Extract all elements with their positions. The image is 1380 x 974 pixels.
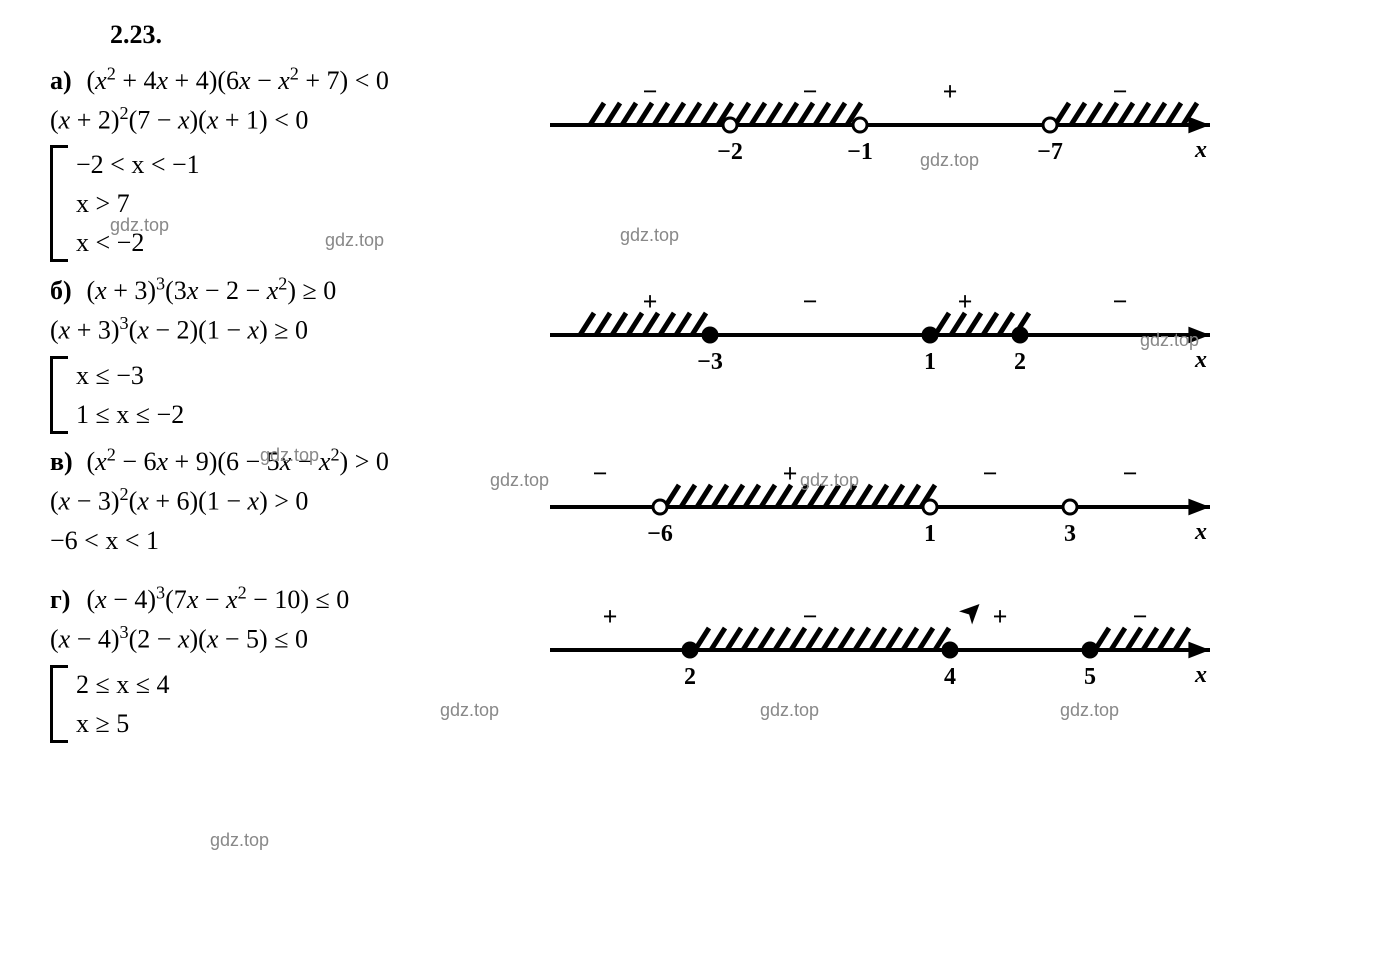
problem-g-diagram: + − + − 2 4 5 x ➤ bbox=[530, 580, 1330, 710]
svg-text:+: + bbox=[643, 287, 658, 316]
svg-text:+: + bbox=[958, 287, 973, 316]
sol-g1: 2 ≤ x ≤ 4 bbox=[76, 665, 170, 704]
watermark: gdz.top bbox=[325, 230, 384, 251]
watermark: gdz.top bbox=[1140, 330, 1199, 351]
svg-text:+: + bbox=[783, 459, 798, 488]
problem-a: а) (x2 + 4x + 4)(6x − x2 + 7) < 0 (x + 2… bbox=[50, 60, 1330, 262]
bracket-icon bbox=[50, 145, 68, 262]
watermark: gdz.top bbox=[490, 470, 549, 491]
problem-b-diagram: + − + − −3 1 2 x bbox=[530, 270, 1330, 400]
svg-text:−2: −2 bbox=[717, 139, 743, 165]
problem-a-solutions: −2 < x < −1 x > 7 x < −2 bbox=[50, 145, 530, 262]
svg-text:−: − bbox=[983, 459, 998, 488]
watermark: gdz.top bbox=[260, 445, 319, 466]
svg-text:−: − bbox=[803, 602, 818, 631]
label-a: а) bbox=[50, 61, 80, 100]
sol-g2: x ≥ 5 bbox=[76, 704, 170, 743]
svg-text:−3: −3 bbox=[697, 349, 723, 375]
svg-text:−6: −6 bbox=[647, 521, 673, 547]
problem-b-math: б) (x + 3)3(3x − 2 − x2) ≥ 0 (x + 3)3(x … bbox=[50, 270, 530, 433]
label-b: б) bbox=[50, 271, 80, 310]
svg-text:2: 2 bbox=[1014, 349, 1026, 375]
problem-a-line2: (x + 2)2(7 − x)(x + 1) < 0 bbox=[50, 100, 530, 140]
watermark: gdz.top bbox=[620, 225, 679, 246]
svg-text:5: 5 bbox=[1084, 664, 1096, 690]
bracket-icon bbox=[50, 665, 68, 743]
svg-text:x: x bbox=[1194, 519, 1207, 545]
problem-b-solutions: x ≤ −3 1 ≤ x ≤ −2 bbox=[50, 356, 530, 434]
svg-text:−: − bbox=[1113, 77, 1128, 106]
svg-text:x: x bbox=[1194, 137, 1207, 163]
svg-text:−: − bbox=[593, 459, 608, 488]
watermark: gdz.top bbox=[760, 700, 819, 721]
sol-v1: −6 < x < 1 bbox=[50, 521, 530, 560]
svg-text:+: + bbox=[943, 77, 958, 106]
problem-g-line2: (x − 4)3(2 − x)(x − 5) ≤ 0 bbox=[50, 619, 530, 659]
problem-b: б) (x + 3)3(3x − 2 − x2) ≥ 0 (x + 3)3(x … bbox=[50, 270, 1330, 433]
problem-v-diagram: − + − − −6 1 3 x bbox=[530, 442, 1330, 572]
watermark: gdz.top bbox=[1060, 700, 1119, 721]
exercise-number: 2.23. bbox=[110, 20, 1330, 50]
svg-text:3: 3 bbox=[1064, 521, 1076, 547]
svg-text:−: − bbox=[1113, 287, 1128, 316]
svg-text:1: 1 bbox=[924, 521, 936, 547]
problem-v: в) (x2 − 6x + 9)(6 − 5x − x2) > 0 (x − 3… bbox=[50, 442, 1330, 572]
bracket-icon bbox=[50, 356, 68, 434]
svg-text:−7: −7 bbox=[1037, 139, 1063, 165]
watermark: gdz.top bbox=[800, 470, 859, 491]
problem-g: г) (x − 4)3(7x − x2 − 10) ≤ 0 (x − 4)3(2… bbox=[50, 580, 1330, 743]
label-g: г) bbox=[50, 580, 80, 619]
svg-text:−: − bbox=[1123, 459, 1138, 488]
sol-b2: 1 ≤ x ≤ −2 bbox=[76, 395, 184, 434]
watermark: gdz.top bbox=[920, 150, 979, 171]
watermark: gdz.top bbox=[440, 700, 499, 721]
sol-a1: −2 < x < −1 bbox=[76, 145, 200, 184]
problem-b-line2: (x + 3)3(x − 2)(1 − x) ≥ 0 bbox=[50, 310, 530, 350]
svg-text:+: + bbox=[993, 602, 1008, 631]
sol-b1: x ≤ −3 bbox=[76, 356, 184, 395]
watermark: gdz.top bbox=[210, 830, 269, 851]
svg-text:4: 4 bbox=[944, 664, 956, 690]
svg-text:−: − bbox=[803, 77, 818, 106]
svg-text:−1: −1 bbox=[847, 139, 873, 165]
svg-text:1: 1 bbox=[924, 349, 936, 375]
label-v: в) bbox=[50, 442, 80, 481]
svg-text:➤: ➤ bbox=[954, 593, 990, 629]
watermark: gdz.top bbox=[110, 215, 169, 236]
svg-text:x: x bbox=[1194, 662, 1207, 688]
svg-text:−: − bbox=[1133, 602, 1148, 631]
svg-text:x: x bbox=[1194, 347, 1207, 373]
svg-text:2: 2 bbox=[684, 664, 696, 690]
svg-text:−: − bbox=[643, 77, 658, 106]
svg-text:−: − bbox=[803, 287, 818, 316]
svg-text:+: + bbox=[603, 602, 618, 631]
problem-v-line2: (x − 3)2(x + 6)(1 − x) > 0 bbox=[50, 481, 530, 521]
